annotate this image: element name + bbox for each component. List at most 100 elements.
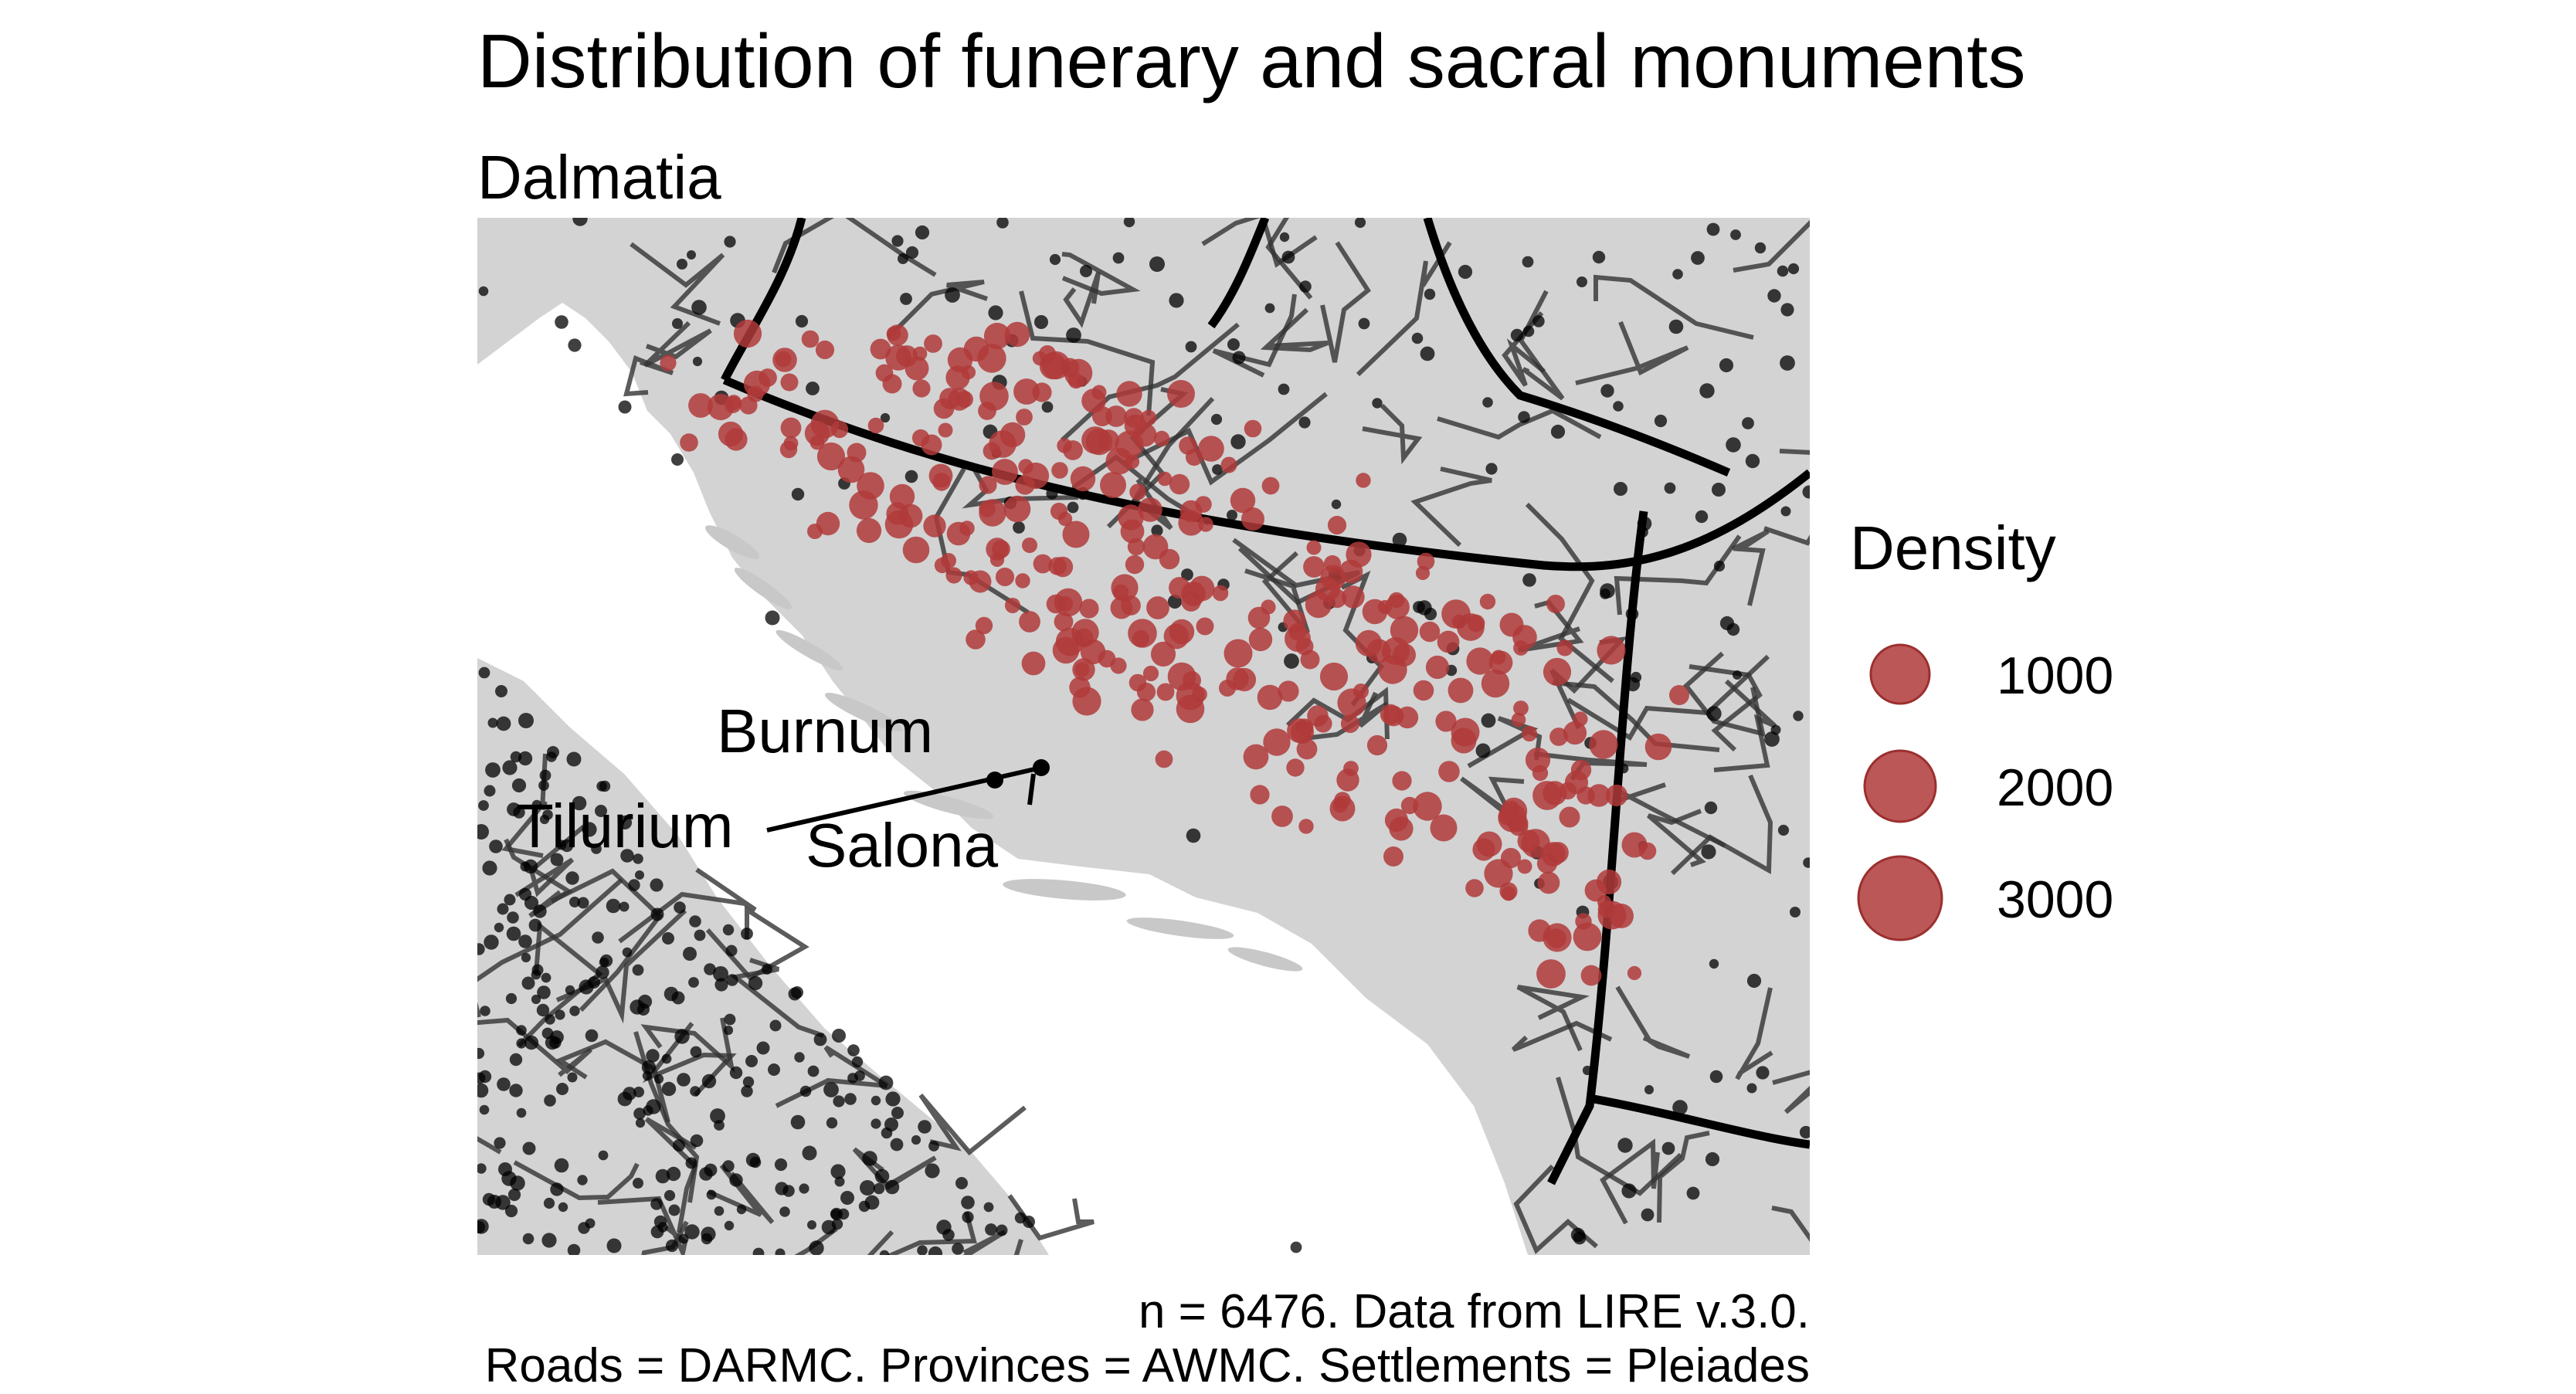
monument-point <box>1669 685 1689 705</box>
settlement-point <box>1701 844 1716 860</box>
monument-point <box>1146 596 1169 619</box>
settlement-point <box>790 1114 806 1130</box>
settlement-point <box>569 1006 580 1016</box>
monument-point <box>1393 643 1416 666</box>
road-line <box>1525 502 1614 683</box>
settlement-point <box>542 809 553 820</box>
monument-point <box>759 368 777 387</box>
italy-land <box>477 658 1049 1255</box>
settlement-point <box>736 1204 747 1215</box>
settlement-point <box>962 1211 974 1223</box>
point-burnum <box>986 772 1003 789</box>
settlement-point <box>524 895 539 911</box>
settlement-point <box>694 929 706 941</box>
settlement-point <box>955 1177 968 1189</box>
settlement-point <box>710 1108 725 1124</box>
settlement-point <box>1699 383 1715 399</box>
settlement-point <box>1638 527 1648 538</box>
settlement-point <box>713 966 728 982</box>
settlement-point <box>898 253 908 264</box>
settlement-point <box>485 762 501 778</box>
settlement-point <box>1151 524 1163 537</box>
road-line <box>477 1017 593 1077</box>
settlement-point <box>706 1189 717 1200</box>
settlement-point <box>507 802 521 816</box>
monument-point <box>801 330 820 348</box>
settlement-point <box>1227 510 1237 521</box>
monument-point <box>1627 965 1642 981</box>
settlement-point <box>482 1192 496 1206</box>
road-line <box>597 1196 688 1255</box>
settlement-point <box>714 1120 725 1131</box>
settlement-point <box>1770 724 1781 735</box>
settlement-point <box>799 1085 812 1097</box>
monument-point <box>1062 521 1090 548</box>
monument-point <box>1425 655 1450 680</box>
settlement-point <box>840 1191 854 1205</box>
monument-point <box>809 435 825 450</box>
settlement-point <box>905 246 919 259</box>
monument-point <box>1513 700 1529 716</box>
monument-point <box>1198 436 1224 462</box>
settlement-point <box>809 1240 824 1255</box>
settlement-point <box>1730 229 1741 240</box>
settlement-point <box>1709 958 1719 969</box>
monument-point <box>1621 832 1648 858</box>
monument-point <box>1479 593 1496 610</box>
settlement-point <box>1630 671 1642 683</box>
leader-salona-2 <box>1027 773 1036 806</box>
settlement-point <box>677 259 687 270</box>
settlement-point <box>690 1134 704 1148</box>
settlement-point <box>1066 327 1081 343</box>
settlement-point <box>748 975 763 991</box>
settlement-point <box>1279 232 1290 243</box>
monument-point <box>1467 614 1485 633</box>
road-line <box>630 242 725 326</box>
road-line <box>1682 651 1766 738</box>
settlement-point <box>606 898 621 914</box>
settlement-point <box>890 1138 904 1151</box>
monument-point <box>1484 859 1513 888</box>
settlement-point <box>572 218 588 226</box>
caption-line-2: Roads = DARMC. Provinces = AWMC. Settlem… <box>484 1339 1810 1392</box>
map-svg[interactable]: Burnum Tilurium Salona <box>477 218 1810 1255</box>
settlement-point <box>1644 1085 1654 1094</box>
settlement-point <box>884 1118 898 1131</box>
road-line <box>1733 219 1810 273</box>
settlement-point <box>795 314 809 328</box>
settlement-point <box>518 934 532 948</box>
settlement-point <box>782 1185 795 1197</box>
settlement-point <box>653 1073 664 1084</box>
monument-point <box>1355 629 1383 657</box>
monument-point <box>1481 669 1510 698</box>
road-line <box>1518 290 1565 401</box>
monument-point <box>1100 472 1126 498</box>
monument-point <box>1069 677 1091 698</box>
settlement-point <box>482 860 497 876</box>
settlement-point <box>1573 1231 1587 1245</box>
monument-point <box>1131 698 1154 721</box>
monument-point <box>934 557 951 574</box>
settlement-point <box>871 1118 881 1129</box>
settlement-point <box>662 932 674 945</box>
road-line <box>1517 599 1584 653</box>
settlement-point <box>756 1041 770 1055</box>
settlement-point <box>942 1229 955 1241</box>
settlement-point <box>518 713 534 728</box>
monument-point <box>1261 599 1276 615</box>
monument-point <box>1079 599 1099 619</box>
road-line <box>1212 293 1297 378</box>
settlement-point <box>494 922 504 933</box>
monument-point <box>1196 617 1214 636</box>
map-panel[interactable]: Burnum Tilurium Salona <box>477 218 1810 1255</box>
monument-point <box>882 374 902 394</box>
monument-point <box>1085 428 1113 456</box>
settlement-point <box>1672 1100 1688 1115</box>
settlement-point <box>550 1182 564 1196</box>
settlement-point <box>1742 417 1754 429</box>
road-line <box>1647 809 1706 867</box>
settlement-point <box>1672 269 1683 280</box>
monument-point <box>1022 462 1050 490</box>
settlement-point <box>541 972 552 983</box>
settlement-point <box>477 1219 489 1234</box>
